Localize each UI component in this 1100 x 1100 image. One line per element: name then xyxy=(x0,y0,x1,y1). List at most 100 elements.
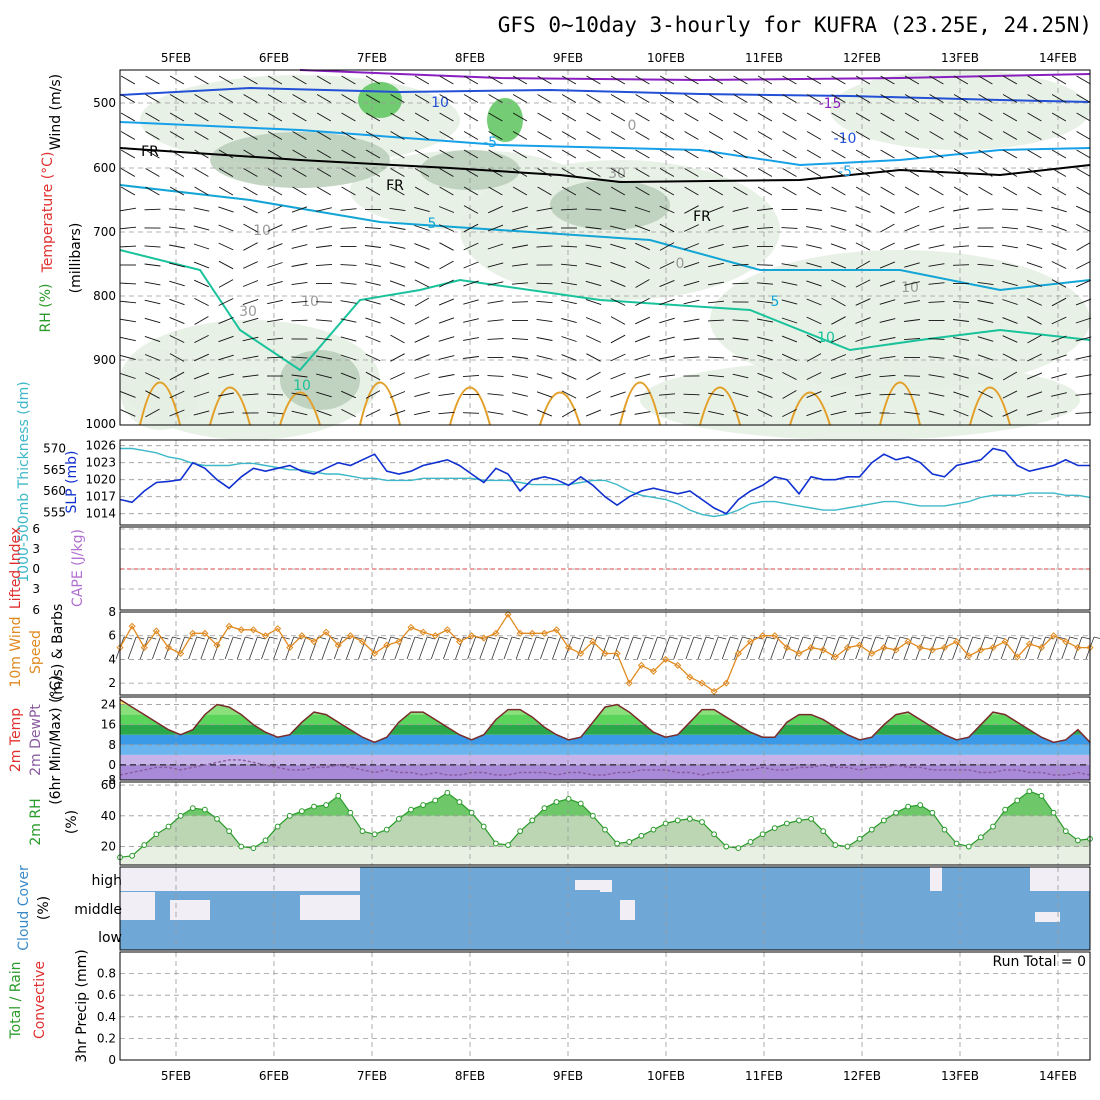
wind-barb xyxy=(879,337,896,341)
wind-barb xyxy=(1081,636,1090,640)
wind-barb xyxy=(635,297,650,307)
wind-barb xyxy=(511,282,529,285)
wind-barb xyxy=(1026,225,1043,231)
ytick: 1000 xyxy=(85,417,116,431)
wind-barb xyxy=(120,149,136,159)
wind-barb xyxy=(512,206,528,213)
wind-barb xyxy=(948,636,957,640)
wind-barb xyxy=(414,94,430,103)
upper-ylabels: Wind (m/s) Temperature (°C) RH (%) (milliba… xyxy=(38,74,84,333)
wind-barb xyxy=(305,636,314,640)
wind-barb xyxy=(291,300,308,304)
wind-barb xyxy=(1075,355,1092,360)
wind-barb xyxy=(561,94,577,103)
wind-barb xyxy=(661,636,671,660)
wind-speed-point xyxy=(540,629,548,637)
wind-barb xyxy=(365,409,381,417)
wind-barb xyxy=(659,131,675,140)
wind-barb xyxy=(733,112,748,122)
wind-barb xyxy=(316,355,332,360)
wind-barb xyxy=(1027,316,1042,325)
wind-barb xyxy=(1051,149,1067,159)
wind-barb xyxy=(524,636,533,640)
wind-barb xyxy=(953,75,969,85)
ytick-wind: 2 xyxy=(108,676,116,690)
wind-barb xyxy=(267,224,283,232)
wind-barb xyxy=(218,75,234,85)
wind-barb xyxy=(585,409,602,417)
wind-barb xyxy=(912,636,921,640)
rh-point xyxy=(468,809,475,816)
wind-barb xyxy=(684,75,699,85)
wind-barb xyxy=(291,410,308,416)
temp-contour xyxy=(119,86,1091,103)
rh-point xyxy=(1062,828,1069,835)
wind-barb xyxy=(463,223,479,233)
wind-barb xyxy=(610,316,626,325)
wind-speed-point xyxy=(686,673,694,681)
wind-barb xyxy=(561,131,577,140)
top-date-label: 5FEB xyxy=(161,51,191,65)
wind-barb xyxy=(292,168,307,177)
wind-barb xyxy=(536,373,553,379)
wind-barb xyxy=(1002,280,1018,287)
wind-barb xyxy=(978,112,993,122)
wind-speed-point xyxy=(334,641,342,649)
rh-point xyxy=(201,806,208,813)
wind-barb xyxy=(172,636,181,640)
rh-band xyxy=(120,846,1090,865)
wind-barb xyxy=(831,131,846,140)
cloud-level-label: middle xyxy=(74,902,122,918)
wind-barb xyxy=(1075,298,1092,306)
wind-barb xyxy=(904,243,920,250)
rh-point xyxy=(420,802,427,808)
wind-barb xyxy=(928,374,945,378)
wind-barb xyxy=(855,131,871,140)
rh-point xyxy=(1038,792,1045,799)
wind-barb xyxy=(561,354,577,361)
wind-barb xyxy=(757,168,773,177)
wind-barb xyxy=(742,636,751,640)
wind-barb xyxy=(194,149,209,159)
wind-barb xyxy=(242,393,259,396)
wind-barb xyxy=(1027,75,1042,85)
wind-barb xyxy=(899,636,909,640)
wind-barb xyxy=(806,372,822,380)
temp-band xyxy=(120,734,1090,745)
wind-barb xyxy=(708,112,724,122)
cloud-break xyxy=(320,880,340,890)
wind-barb xyxy=(218,168,234,177)
wind-barb xyxy=(585,262,602,268)
cloud-break xyxy=(1075,880,1090,890)
wind-barb xyxy=(635,131,650,140)
wind-barb xyxy=(266,356,284,359)
run-total: Run Total = 0 xyxy=(992,954,1086,970)
cloud-break xyxy=(120,867,240,891)
wind-barb xyxy=(218,242,234,251)
wind-barb xyxy=(438,336,455,342)
wind-barb xyxy=(1051,242,1067,251)
wind-barb xyxy=(145,149,160,159)
wind-barb xyxy=(242,280,259,287)
wind-barb xyxy=(176,636,186,660)
wind-barb xyxy=(267,186,283,196)
wind-barb xyxy=(365,186,381,196)
wind-barb xyxy=(610,298,626,306)
slp-line xyxy=(119,447,1090,515)
wind-barb xyxy=(539,636,549,660)
wind-barb xyxy=(684,131,699,140)
wind-barb xyxy=(585,317,602,324)
wind-speed-point xyxy=(455,638,464,646)
wind-barb xyxy=(790,636,799,640)
wind-barb xyxy=(144,245,161,248)
wind-barb xyxy=(316,391,332,398)
wind-speed-point xyxy=(152,627,160,635)
ytick-slp: 1023 xyxy=(85,456,116,470)
wind-barb xyxy=(1002,131,1018,140)
precip-panel: 0.8 0.6 0.4 0.2 0 Run Total = 0 Total / Rain Co… xyxy=(8,949,1091,1067)
wind-barb xyxy=(560,208,578,211)
wind-barb xyxy=(315,301,333,303)
wind-barb xyxy=(693,636,702,640)
wind-barb xyxy=(972,636,981,640)
wind-barb xyxy=(806,208,822,211)
